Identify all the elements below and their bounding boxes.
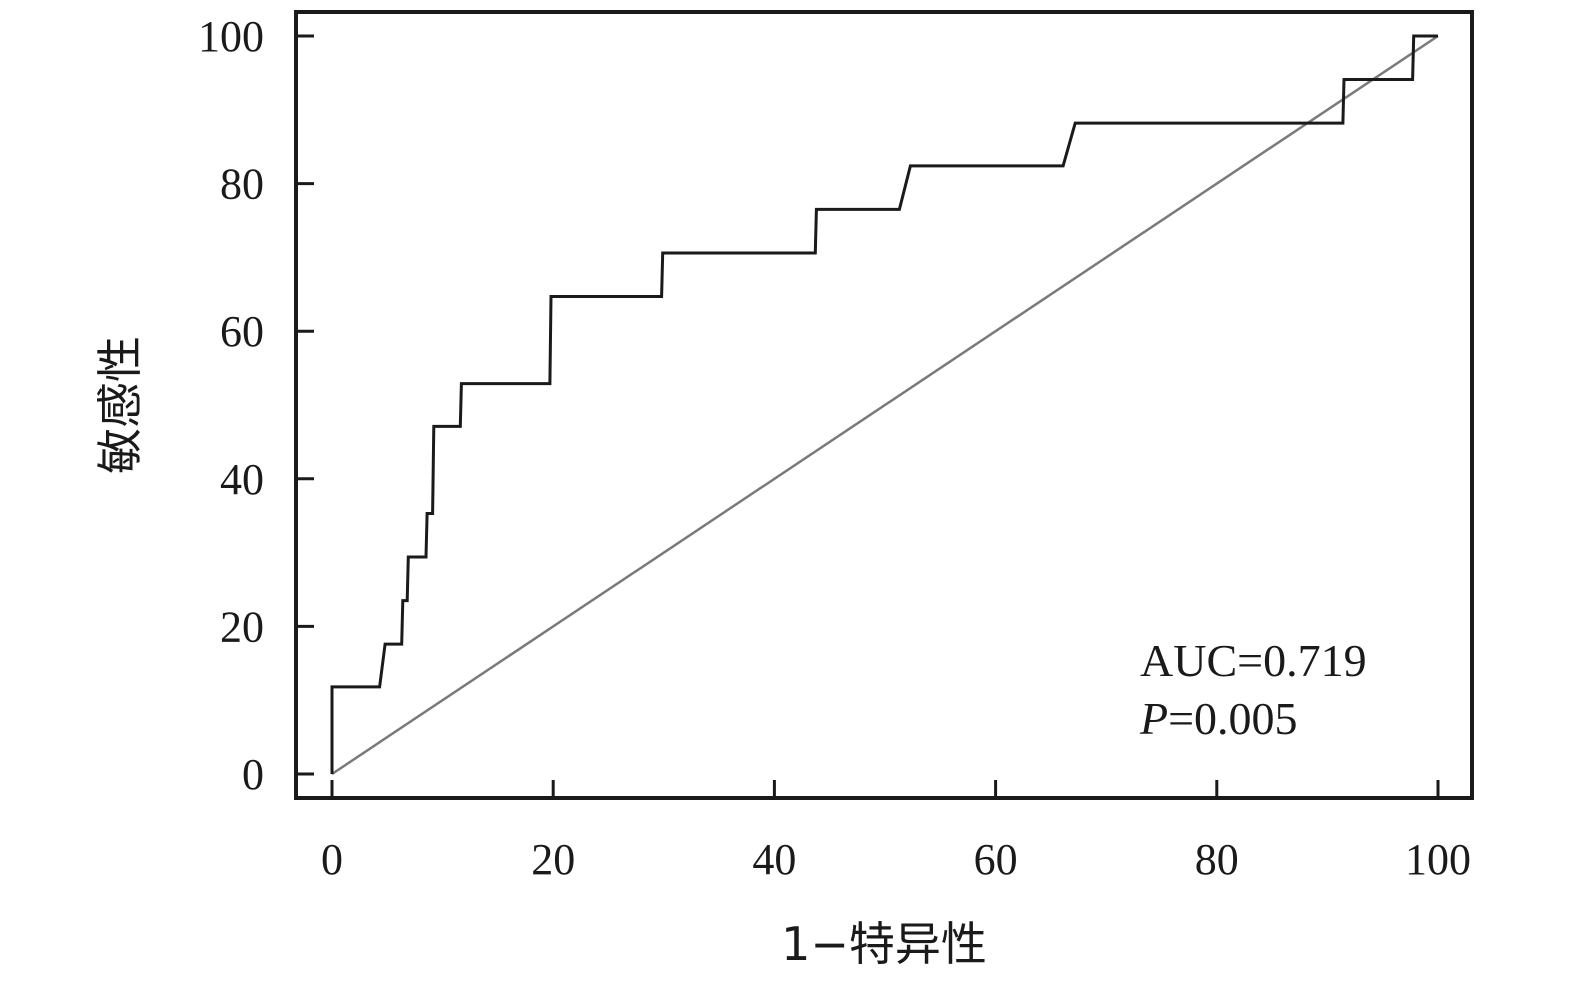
x-axis-title: 1−特异性 <box>781 917 987 971</box>
roc-curve-line <box>330 34 1438 774</box>
x-tick-label: 80 <box>1195 835 1239 884</box>
y-tick-label: 100 <box>198 12 264 61</box>
plot-frame <box>294 10 1474 800</box>
x-tick-label: 100 <box>1405 835 1471 884</box>
x-tick-label: 60 <box>974 835 1018 884</box>
y-axis-title: 敏感性 <box>93 336 147 474</box>
y-tick-label: 40 <box>220 455 264 504</box>
p-value-annotation: P=0.005 <box>1139 693 1298 744</box>
reference-diagonal-line <box>331 34 1439 776</box>
x-axis-ticks: 0 20 40 60 80 100 <box>321 780 1471 884</box>
auc-annotation: AUC=0.719 <box>1140 635 1367 686</box>
y-axis-ticks: 0 20 40 60 80 100 <box>198 12 314 799</box>
p-label: P <box>1139 693 1168 744</box>
x-tick-label: 20 <box>531 835 575 884</box>
x-tick-label: 40 <box>752 835 796 884</box>
y-tick-label: 80 <box>220 160 264 209</box>
plot-border <box>294 10 1474 800</box>
roc-curve-layer <box>330 34 1438 774</box>
p-value: =0.005 <box>1168 693 1297 744</box>
y-tick-label: 20 <box>220 602 264 651</box>
x-tick-label: 0 <box>321 835 343 884</box>
y-tick-label: 0 <box>242 750 264 799</box>
reference-line-layer <box>331 34 1439 776</box>
y-tick-label: 60 <box>220 307 264 356</box>
